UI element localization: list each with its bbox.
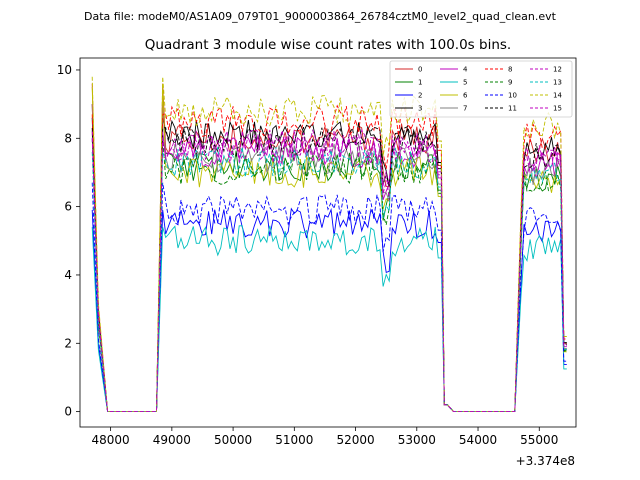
legend-label-15: 15: [553, 105, 562, 113]
plot-frame: [79, 57, 577, 428]
legend-label-11: 11: [508, 105, 517, 113]
x-tick-label: 50000: [214, 433, 252, 447]
x-tick-label: 49000: [153, 433, 191, 447]
legend-label-9: 9: [508, 79, 512, 87]
plot-lines: [91, 76, 567, 413]
legend-label-5: 5: [463, 79, 467, 87]
legend-label-7: 7: [463, 105, 467, 113]
legend-label-13: 13: [553, 79, 562, 87]
y-tick-label: 8: [64, 131, 72, 145]
x-tick-label: 55000: [520, 433, 558, 447]
x-tick-label: 51000: [275, 433, 313, 447]
suptitle: Data file: modeM0/AS1A09_079T01_90000038…: [84, 10, 557, 23]
legend-label-1: 1: [418, 79, 422, 87]
y-tick-label: 0: [64, 405, 72, 419]
y-axis: 0 2 4 6 8 10: [57, 63, 80, 419]
series-line-15: [91, 133, 567, 413]
x-tick-label: 54000: [459, 433, 497, 447]
legend-label-12: 12: [553, 66, 562, 74]
chart-title: Quadrant 3 module wise count rates with …: [145, 37, 511, 53]
series-line-13: [91, 146, 567, 413]
legend-label-3: 3: [418, 105, 422, 113]
legend-label-0: 0: [418, 66, 422, 74]
y-tick-label: 10: [57, 63, 72, 77]
y-tick-label: 4: [64, 268, 72, 282]
legend-label-10: 10: [508, 92, 517, 100]
x-offset-label: +3.374e8: [516, 454, 575, 468]
series-line-10: [91, 182, 567, 413]
y-tick-label: 6: [64, 200, 72, 214]
series-line-11: [91, 125, 567, 413]
legend-label-6: 6: [463, 92, 468, 100]
legend-label-8: 8: [508, 66, 512, 74]
y-tick-label: 2: [64, 336, 72, 350]
x-tick-label: 48000: [92, 433, 130, 447]
series-line-9: [91, 138, 567, 413]
legend-label-4: 4: [463, 66, 468, 74]
legend-frame: [389, 60, 573, 118]
x-tick-label: 52000: [336, 433, 374, 447]
x-tick-label: 53000: [398, 433, 436, 447]
legend-label-2: 2: [418, 92, 422, 100]
legend-label-14: 14: [553, 92, 562, 100]
x-axis: 48000 49000 50000 51000 52000 53000 54000 55000: [92, 427, 558, 447]
